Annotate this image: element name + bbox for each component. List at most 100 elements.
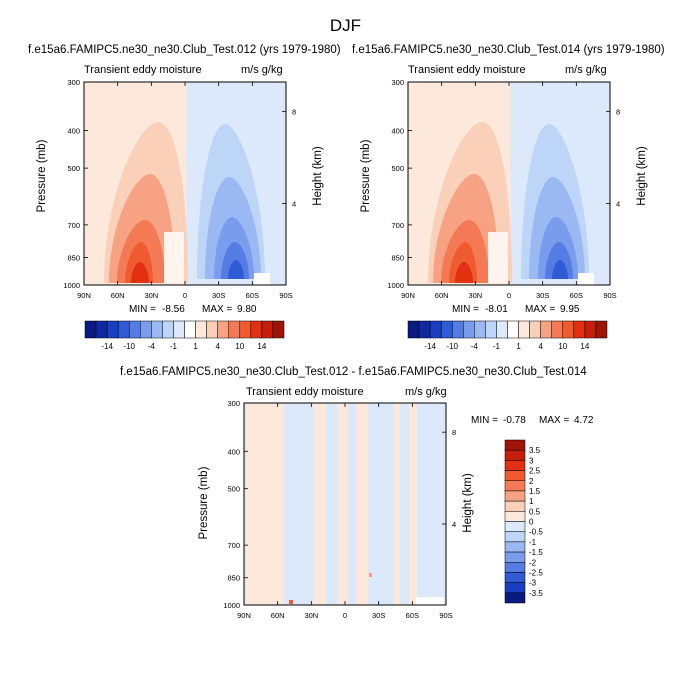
panel1-topography	[254, 273, 270, 285]
panel3-xtick-label: 0	[343, 611, 347, 620]
colorbar-box	[507, 320, 519, 339]
panel3-ytick-label: 1000	[223, 601, 240, 610]
colorbar-box	[228, 320, 241, 339]
panel2-cool-lobe-5	[552, 260, 568, 279]
panel3-y2tick-label: 4	[452, 520, 456, 529]
colorbar-box	[463, 320, 475, 339]
colorbar-label: -1	[529, 538, 537, 547]
panel1-ytick-label: 400	[67, 127, 80, 136]
colorbar-box	[418, 320, 431, 339]
colorbar-box	[504, 562, 526, 573]
colorbar-label: -10	[446, 342, 458, 351]
panel1-xtick-label: 0	[183, 291, 187, 300]
colorbar-box	[504, 449, 526, 461]
panel1-ytick-label: 500	[67, 164, 80, 173]
colorbar-box	[529, 320, 541, 339]
colorbar-box	[84, 320, 97, 339]
colorbar-label: -3	[529, 579, 537, 588]
panel3-warm-streak	[338, 403, 348, 605]
panel2-min-label: MIN =	[452, 304, 479, 315]
colorbar-label: 10	[235, 342, 244, 351]
colorbar-box	[504, 592, 526, 604]
panel2-xtick-label: 30N	[468, 291, 482, 300]
panel3-max-label: MAX =	[539, 415, 570, 426]
panel3-right-subtitle: m/s g/kg	[405, 386, 447, 398]
colorbar-panel2: -14 -10 -4 -1 1 4 10 14	[407, 320, 608, 351]
colorbar-label: 1	[193, 342, 198, 351]
panel2-left-subtitle: Transient eddy moisture	[408, 64, 526, 76]
panel2-y2tick-label: 4	[616, 200, 620, 209]
colorbar-box	[250, 320, 263, 339]
panel2-axes: 90N 60N 30N 0 30S 60S 90S 300 400 500 700 850 1000 8 4	[387, 78, 620, 300]
panel1-title: f.e15a6.FAMIPC5.ne30_ne30.Club_Test.012 …	[28, 44, 341, 56]
colorbar-box	[496, 320, 508, 339]
panel3-warm-spot	[369, 573, 372, 577]
colorbar-label: 0.5	[529, 507, 541, 516]
colorbar-box	[504, 582, 526, 594]
panel3-ytick-label: 700	[227, 541, 240, 550]
panel3-xtick-label: 90S	[439, 611, 452, 620]
panel3-left-subtitle: Transient eddy moisture	[246, 386, 364, 398]
panel1-xtick-label: 30N	[144, 291, 158, 300]
panel3-warm-streak	[409, 403, 417, 605]
page-title: DJF	[329, 16, 362, 35]
colorbar-label: 0	[529, 518, 534, 527]
panel2-xtick-label: 60N	[435, 291, 449, 300]
colorbar-label: -1	[170, 342, 178, 351]
panel3-ytick-label: 400	[227, 447, 240, 456]
panel3-xtick-label: 30N	[304, 611, 318, 620]
panel3-warm-region	[246, 403, 284, 593]
panel2-ytick-label: 500	[391, 164, 404, 173]
colorbar-box	[173, 320, 185, 339]
colorbar-box	[128, 320, 141, 339]
panel2-ytick-label: 400	[391, 127, 404, 136]
panel1-max-label: MAX =	[202, 304, 233, 315]
colorbar-label: -14	[424, 342, 436, 351]
colorbar-box	[272, 320, 285, 339]
panel3-xtick-label: 30S	[372, 611, 385, 620]
colorbar-label: 3	[529, 456, 534, 465]
colorbar-panel3: 3.53 2.521.510.5 0-0.5-1-1.5-2-2.5 -3-3.5	[504, 439, 543, 604]
colorbar-label: 14	[257, 342, 266, 351]
panel2-ytick-label: 850	[391, 254, 404, 263]
panel3-xtick-label: 60N	[271, 611, 285, 620]
colorbar-box	[195, 320, 207, 339]
colorbar-box	[184, 320, 196, 339]
panel2-y2tick-label: 8	[616, 107, 620, 116]
panel1-min-label: MIN =	[129, 304, 156, 315]
panel3-topography	[416, 597, 444, 605]
panel2-xtick-label: 30S	[536, 291, 549, 300]
colorbar-label: -1	[493, 342, 501, 351]
colorbar-box	[206, 320, 218, 339]
panel2-title: f.e15a6.FAMIPC5.ne30_ne30.Club_Test.014 …	[352, 44, 665, 56]
panel2-xtick-label: 90S	[603, 291, 616, 300]
colorbar-label: -1.5	[529, 548, 543, 557]
panel2-max-value: 9.95	[560, 304, 580, 315]
colorbar-label: -4	[471, 342, 479, 351]
colorbar-box	[407, 320, 420, 339]
panel1-ytick-label: 1000	[63, 281, 80, 290]
colorbar-box	[451, 320, 464, 339]
colorbar-box	[518, 320, 530, 339]
panel1-left-subtitle: Transient eddy moisture	[84, 64, 202, 76]
panel3-title: f.e15a6.FAMIPC5.ne30_ne30.Club_Test.012 …	[120, 366, 587, 378]
panel3-xtick-label: 90N	[237, 611, 251, 620]
panel1-xtick-label: 30S	[212, 291, 225, 300]
colorbar-label: 14	[580, 342, 589, 351]
panel2-topography	[578, 273, 594, 285]
colorbar-box	[584, 320, 597, 339]
panel3-warm-streak	[314, 403, 326, 605]
colorbar-box	[504, 460, 526, 471]
panel2-xtick-label: 0	[507, 291, 511, 300]
colorbar-box	[429, 320, 442, 339]
colorbar-box	[595, 320, 608, 339]
colorbar-box	[106, 320, 119, 339]
panel2-equator-patch	[488, 232, 508, 283]
colorbar-label: 4	[215, 342, 220, 351]
colorbar-label: 1.5	[529, 487, 541, 496]
panel3-min-value: -0.78	[503, 415, 526, 426]
colorbar-box	[151, 320, 163, 339]
colorbar-box	[504, 572, 526, 583]
colorbar-box	[504, 439, 526, 451]
panel1-cool-lobe-5	[228, 260, 244, 279]
